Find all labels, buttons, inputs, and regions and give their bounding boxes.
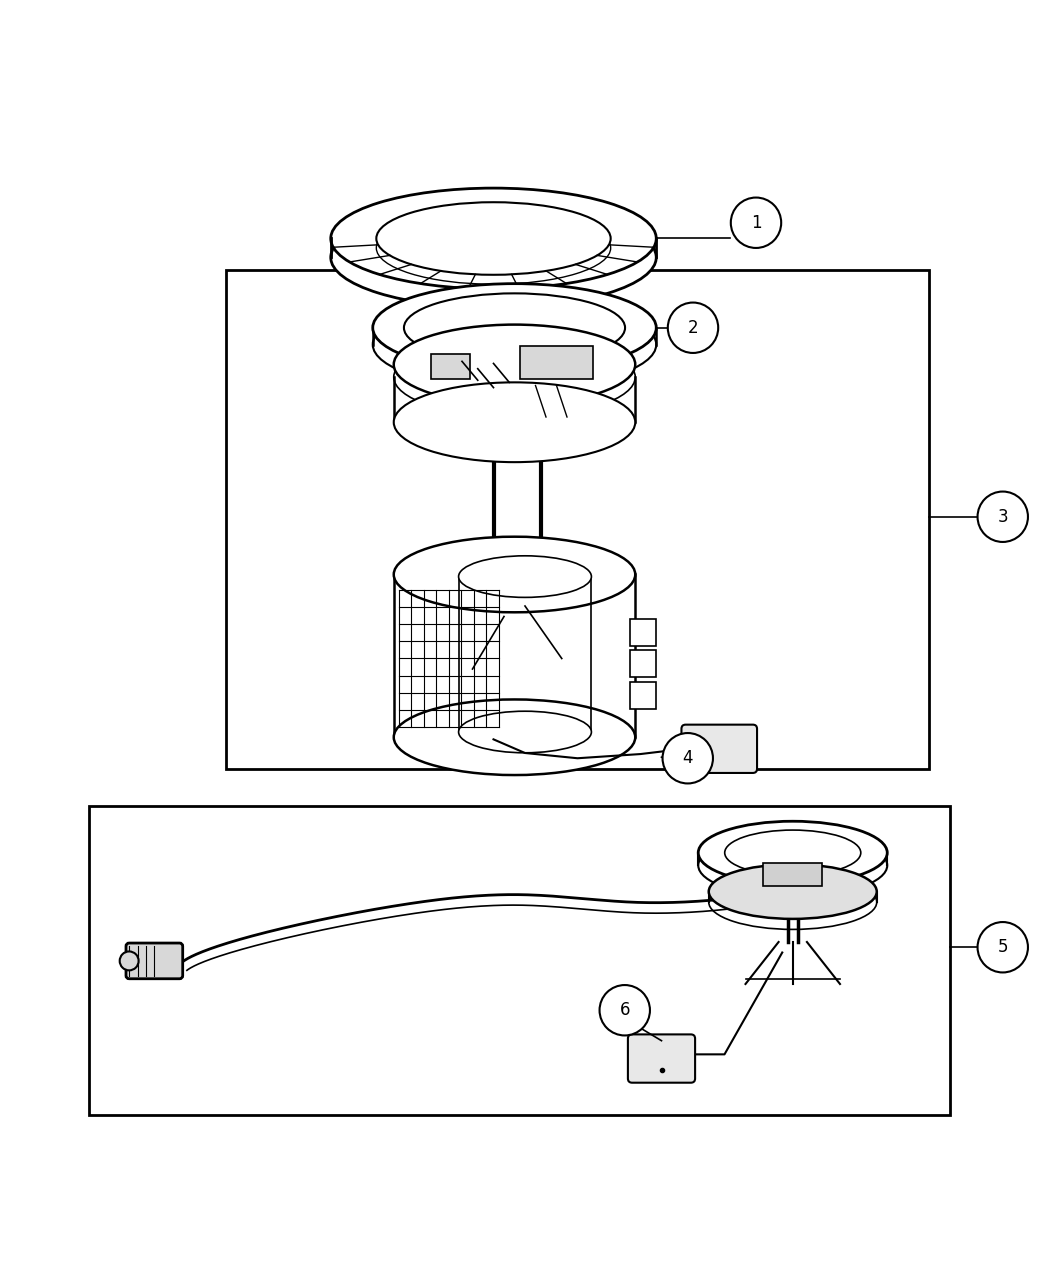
Text: 4: 4 — [682, 750, 693, 768]
Circle shape — [600, 986, 650, 1035]
Circle shape — [668, 302, 718, 353]
Text: 1: 1 — [751, 214, 761, 232]
Ellipse shape — [394, 700, 635, 775]
Text: 3: 3 — [998, 507, 1008, 525]
Bar — [630, 682, 656, 709]
Ellipse shape — [394, 537, 635, 612]
Ellipse shape — [376, 203, 611, 275]
Ellipse shape — [698, 821, 887, 885]
Ellipse shape — [373, 301, 656, 389]
Ellipse shape — [724, 830, 861, 876]
Ellipse shape — [709, 875, 877, 929]
Ellipse shape — [376, 212, 611, 284]
Ellipse shape — [394, 337, 635, 417]
Circle shape — [731, 198, 781, 247]
Bar — [520, 346, 593, 379]
Ellipse shape — [459, 556, 591, 598]
Text: 5: 5 — [998, 938, 1008, 956]
Text: 2: 2 — [688, 319, 698, 337]
Ellipse shape — [394, 382, 635, 462]
Ellipse shape — [709, 864, 877, 919]
Ellipse shape — [373, 283, 656, 372]
Ellipse shape — [404, 293, 625, 362]
FancyBboxPatch shape — [681, 724, 757, 773]
Ellipse shape — [459, 711, 591, 752]
FancyBboxPatch shape — [126, 944, 183, 979]
Bar — [630, 618, 656, 646]
Circle shape — [663, 733, 713, 783]
Bar — [226, 270, 929, 769]
Circle shape — [120, 951, 139, 970]
Circle shape — [978, 922, 1028, 973]
Ellipse shape — [331, 189, 656, 289]
Bar — [430, 354, 470, 379]
Bar — [630, 650, 656, 677]
FancyBboxPatch shape — [628, 1034, 695, 1082]
Ellipse shape — [394, 325, 635, 404]
Text: 6: 6 — [620, 1001, 630, 1019]
Circle shape — [978, 492, 1028, 542]
Ellipse shape — [331, 207, 656, 307]
Ellipse shape — [698, 834, 887, 896]
Bar — [89, 806, 950, 1116]
FancyBboxPatch shape — [763, 863, 822, 886]
